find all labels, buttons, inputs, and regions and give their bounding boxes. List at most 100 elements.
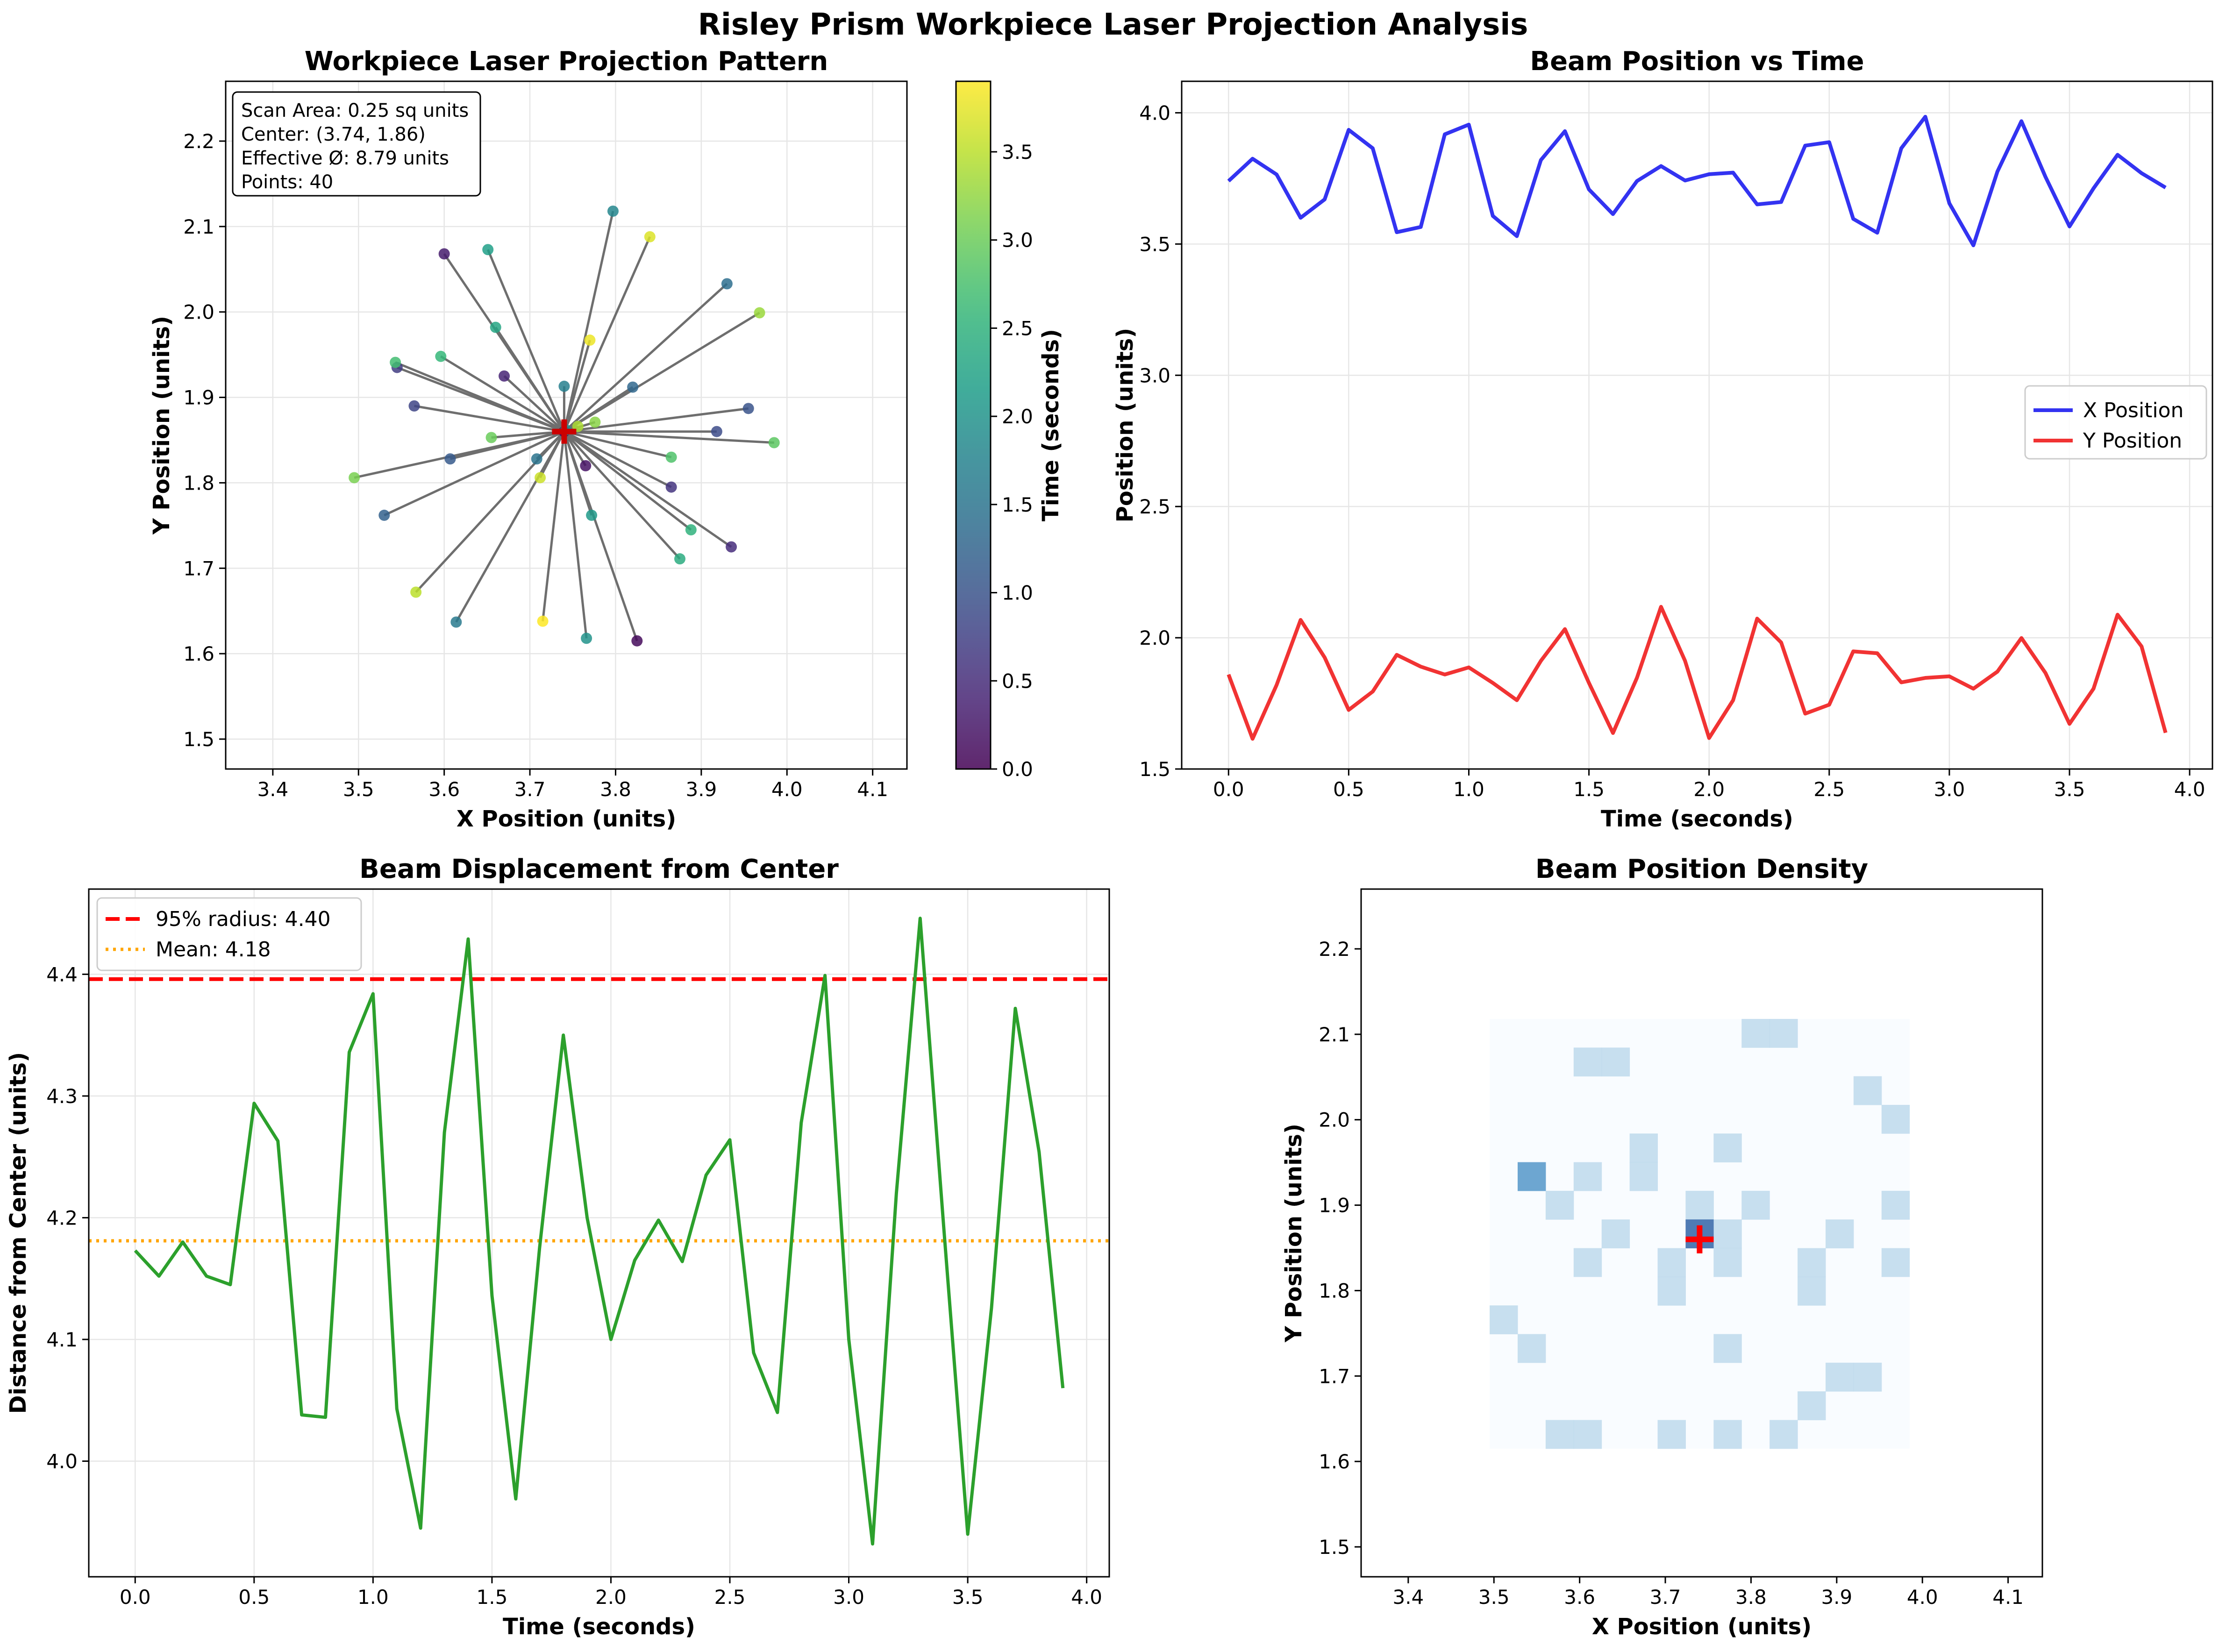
x-tick-label: 4.0 [1071, 1586, 1102, 1609]
x-tick-label: 3.7 [1650, 1586, 1681, 1609]
density-cell [1518, 1334, 1546, 1363]
x-tick-label: 1.5 [1573, 778, 1605, 801]
y-tick-label: 1.7 [1319, 1365, 1350, 1388]
x-tick-label: 3.4 [257, 778, 288, 801]
y-tick-label: 2.2 [1319, 938, 1350, 961]
x-tick-label: 3.5 [343, 778, 374, 801]
scan-point [482, 244, 494, 256]
center-connection-line [563, 431, 593, 516]
x-tick-label: 1.0 [357, 1586, 389, 1609]
density-cell [1881, 1248, 1910, 1277]
scan-point [531, 453, 542, 465]
plot-area [89, 889, 1109, 1577]
density-cell [1741, 1190, 1770, 1220]
scan-point [490, 321, 501, 333]
scan-point [444, 453, 456, 465]
density-heatmap-chart: 3.4 3.5 3.6 3.7 3.8 3.9 4.0 4.1 1.5 1.6 1.7 1.8 1.9 2… [1281, 854, 2043, 1640]
axes-frame [1360, 888, 2043, 1578]
x-tick-label: 4.1 [857, 778, 888, 801]
y-tick-label: 4.4 [46, 963, 78, 986]
density-cell [1713, 1420, 1742, 1449]
center-connection-line [503, 375, 565, 433]
scan-point [450, 616, 462, 628]
x-tick-label: 2.5 [714, 1586, 746, 1609]
center-connection-line [563, 340, 591, 432]
center-connection-line [563, 236, 651, 432]
density-cell [1685, 1190, 1714, 1220]
center-connection-line [564, 430, 672, 488]
y-tick-label: 1.5 [1319, 1536, 1350, 1559]
density-cell [1826, 1362, 1854, 1392]
y-tick-label: 2.0 [1139, 627, 1170, 649]
center-connection-line [563, 431, 681, 560]
scan-point [438, 248, 450, 260]
x-tick-label: 1.5 [477, 1586, 508, 1609]
scan-point [589, 416, 601, 428]
scan-point [485, 432, 497, 443]
x-tick-label: 2.0 [595, 1586, 627, 1609]
y-tick-label: 1.7 [183, 557, 214, 580]
scan-point [644, 231, 656, 242]
y-tick-label: 4.1 [46, 1328, 78, 1351]
colorbar-tick-label: 1.0 [1002, 582, 1033, 605]
legend-frame [96, 897, 362, 971]
info-box-line: Points: 40 [241, 171, 333, 193]
x-tick-label: 3.8 [1735, 1586, 1767, 1609]
colorbar-tick-label: 0.0 [1002, 758, 1033, 781]
x-tick-label: 0.0 [120, 1586, 151, 1609]
center-connection-line [563, 431, 587, 467]
x-tick-label: 4.0 [771, 778, 803, 801]
scan-point [586, 509, 598, 521]
x-tick-label: 2.0 [1693, 778, 1725, 801]
center-connection-line [563, 430, 692, 531]
x-tick-label: 3.6 [428, 778, 460, 801]
scan-point [768, 437, 780, 449]
density-cell [1573, 1248, 1602, 1277]
y-tick-label: 2.5 [1139, 495, 1170, 518]
x-tick-label: 3.9 [685, 778, 717, 801]
x-tick-label: 3.5 [952, 1586, 984, 1609]
scan-point [721, 278, 733, 290]
info-box: Scan Area: 0.25 sq units Center: (3.74, 1… [232, 91, 481, 197]
x-axis-label: Time (seconds) [503, 1614, 695, 1640]
center-connection-line [494, 327, 565, 433]
y-tick-label: 4.0 [46, 1450, 78, 1473]
scan-point [665, 481, 677, 493]
y-tick-label: 2.0 [1319, 1109, 1350, 1132]
series-line [1227, 605, 2168, 741]
y-tick-label: 2.2 [183, 130, 214, 153]
scan-point [537, 615, 549, 627]
scan-point [584, 335, 596, 346]
info-box-frame [232, 91, 481, 197]
density-cell [1798, 1248, 1826, 1277]
chart-title: Beam Displacement from Center [359, 854, 839, 884]
scan-point [580, 460, 592, 471]
y-tick-label: 1.5 [1139, 758, 1170, 781]
displacement-line [134, 917, 1065, 1546]
x-tick-label: 3.6 [1564, 1586, 1595, 1609]
axes-frame [88, 888, 1110, 1578]
legend-label: Y Position [2083, 429, 2182, 453]
density-cell [1713, 1334, 1742, 1363]
y-tick-label: 1.5 [183, 728, 214, 751]
y-tick-label: 1.9 [183, 386, 214, 409]
axes-frame [1181, 80, 2213, 770]
projection-pattern-chart: 3.4 3.5 3.6 3.7 3.8 3.9 4.0 4.1 1.5 1.6 1.7 1.8 1.9 2… [149, 46, 1064, 832]
density-cell [1657, 1420, 1686, 1449]
y-tick-label: 3.0 [1139, 364, 1170, 387]
x-tick-label: 3.4 [1392, 1586, 1424, 1609]
legend: 95% radius: 4.40 Mean: 4.18 [96, 897, 362, 971]
scan-point [349, 472, 360, 484]
scan-point [607, 205, 619, 217]
x-axis-label: X Position (units) [1592, 1614, 1812, 1640]
density-cell [1573, 1420, 1602, 1449]
displacement-chart: 0.0 0.5 1.0 1.5 2.0 2.5 3.0 3.5 4.0 4.0 4.1 4.2 4.3 4… [5, 854, 1110, 1640]
center-connection-line [563, 430, 732, 548]
density-cell [1741, 1018, 1770, 1048]
scan-point [711, 426, 722, 437]
scan-point [378, 509, 390, 521]
center-connection-line [542, 431, 565, 621]
colorbar-tick-label: 2.0 [1002, 405, 1033, 428]
legend: X Position Y Position [2024, 385, 2207, 460]
y-tick-label: 1.6 [1319, 1450, 1350, 1473]
